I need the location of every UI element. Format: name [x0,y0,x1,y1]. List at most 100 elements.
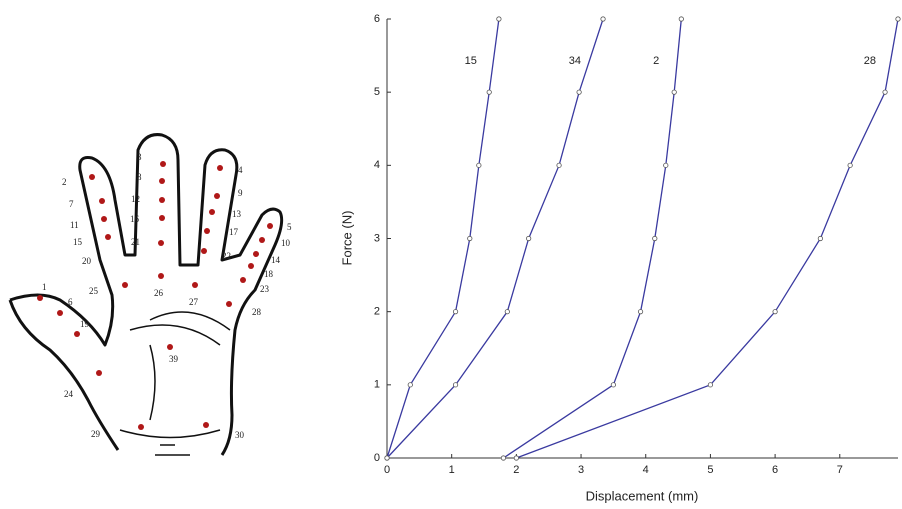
point [159,215,165,221]
point-label: 7 [69,199,74,209]
data-point [452,382,459,388]
x-tick-label: 1 [449,464,455,476]
point-label: 2 [62,177,67,187]
data-point [452,309,459,315]
data-point [817,235,823,242]
point [203,422,209,428]
point-label: 5 [287,222,292,232]
point-label: 25 [89,286,99,296]
point-label: 39 [169,354,179,364]
point [192,282,198,288]
point [160,161,166,167]
point [209,209,215,215]
hand-diagram [8,133,284,456]
point [158,273,164,279]
y-tick-label: 6 [374,13,380,25]
x-axis-label: Displacement (mm) [586,488,699,503]
point-label: 8 [137,172,142,182]
point [226,301,232,307]
point [253,251,259,257]
x-tick-label: 6 [772,464,778,476]
point [259,237,265,243]
point-label: 27 [189,297,199,307]
point [57,310,63,316]
data-point [637,309,644,315]
y-tick-label: 5 [374,86,380,98]
series-label: 34 [569,55,581,67]
x-tick-label: 4 [643,464,649,476]
point-label: 30 [235,430,245,440]
data-point [467,235,473,242]
data-point [678,16,684,22]
data-point [556,162,562,168]
y-tick-label: 4 [374,159,380,171]
data-point [847,162,853,168]
data-point [500,455,507,461]
data-point [882,89,888,95]
point [167,344,173,350]
y-tick-label: 0 [374,452,380,464]
series-line [516,18,899,459]
data-point [384,455,390,461]
point-label: 13 [232,209,242,219]
data-point [496,16,502,22]
point-label: 1 [42,282,47,292]
x-tick-label: 0 [384,464,390,476]
point [204,228,210,234]
x-tick-label: 3 [578,464,584,476]
point-label: 9 [238,188,243,198]
series-line [386,18,500,459]
point-label: 23 [260,284,270,294]
point [96,370,102,376]
point [158,240,164,246]
point [248,263,254,269]
series-label: 2 [653,55,659,67]
data-point [513,455,519,461]
data-point [772,309,778,315]
point-label: 4 [238,165,243,175]
point [159,197,165,203]
point-label: 19 [80,319,90,329]
y-tick-label: 2 [374,306,380,318]
hand-outline [8,133,284,456]
y-tick-label: 1 [374,379,380,391]
point-label: 20 [82,256,92,266]
data-point [663,162,669,168]
point-label: 14 [271,255,281,265]
point [138,424,144,430]
data-point [407,382,413,388]
point [89,174,95,180]
hand-labels: 1 2 3 4 5 6 7 8 9 10 11 12 13 14 15 16 1… [42,152,292,440]
point-label: 22 [222,251,231,261]
data-point [486,89,492,95]
data-point [600,16,606,22]
hand-points [37,161,273,430]
point [214,193,220,199]
point-label: 28 [252,307,262,317]
point-label: 12 [131,194,140,204]
data-point [576,89,582,95]
series-label: 28 [864,55,876,67]
point-label: 15 [73,237,83,247]
series-label: 15 [465,55,477,67]
point-label: 10 [281,238,291,248]
data-point [526,235,532,242]
data-point [476,162,482,168]
x-tick-label: 5 [707,464,713,476]
point-label: 21 [131,237,140,247]
x-tick-label: 2 [513,464,519,476]
series-line [386,18,604,459]
point-label: 11 [70,220,79,230]
point [105,234,111,240]
point-label: 16 [130,214,140,224]
palm-lines [119,311,231,456]
point [159,178,165,184]
point [101,216,107,222]
point [99,198,105,204]
point-label: 17 [229,227,239,237]
data-point [895,16,901,22]
point-label: 29 [91,429,101,439]
point-label: 26 [154,288,164,298]
